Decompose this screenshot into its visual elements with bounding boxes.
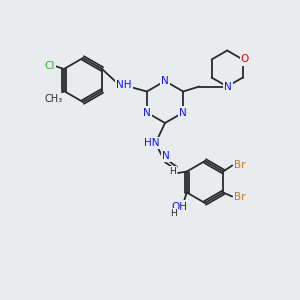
Text: N: N: [143, 107, 151, 118]
Text: Br: Br: [234, 191, 246, 202]
Text: NH: NH: [116, 80, 132, 89]
Text: N: N: [179, 107, 187, 118]
Text: H: H: [170, 209, 177, 218]
Text: H: H: [169, 167, 176, 176]
Text: OH: OH: [172, 202, 188, 212]
Text: N: N: [224, 82, 232, 92]
Text: N: N: [161, 76, 169, 86]
Text: Cl: Cl: [45, 61, 55, 71]
Text: N: N: [162, 151, 170, 161]
Text: Br: Br: [234, 160, 246, 170]
Text: O: O: [241, 55, 249, 64]
Text: CH₃: CH₃: [45, 94, 63, 104]
Text: HN: HN: [144, 138, 160, 148]
